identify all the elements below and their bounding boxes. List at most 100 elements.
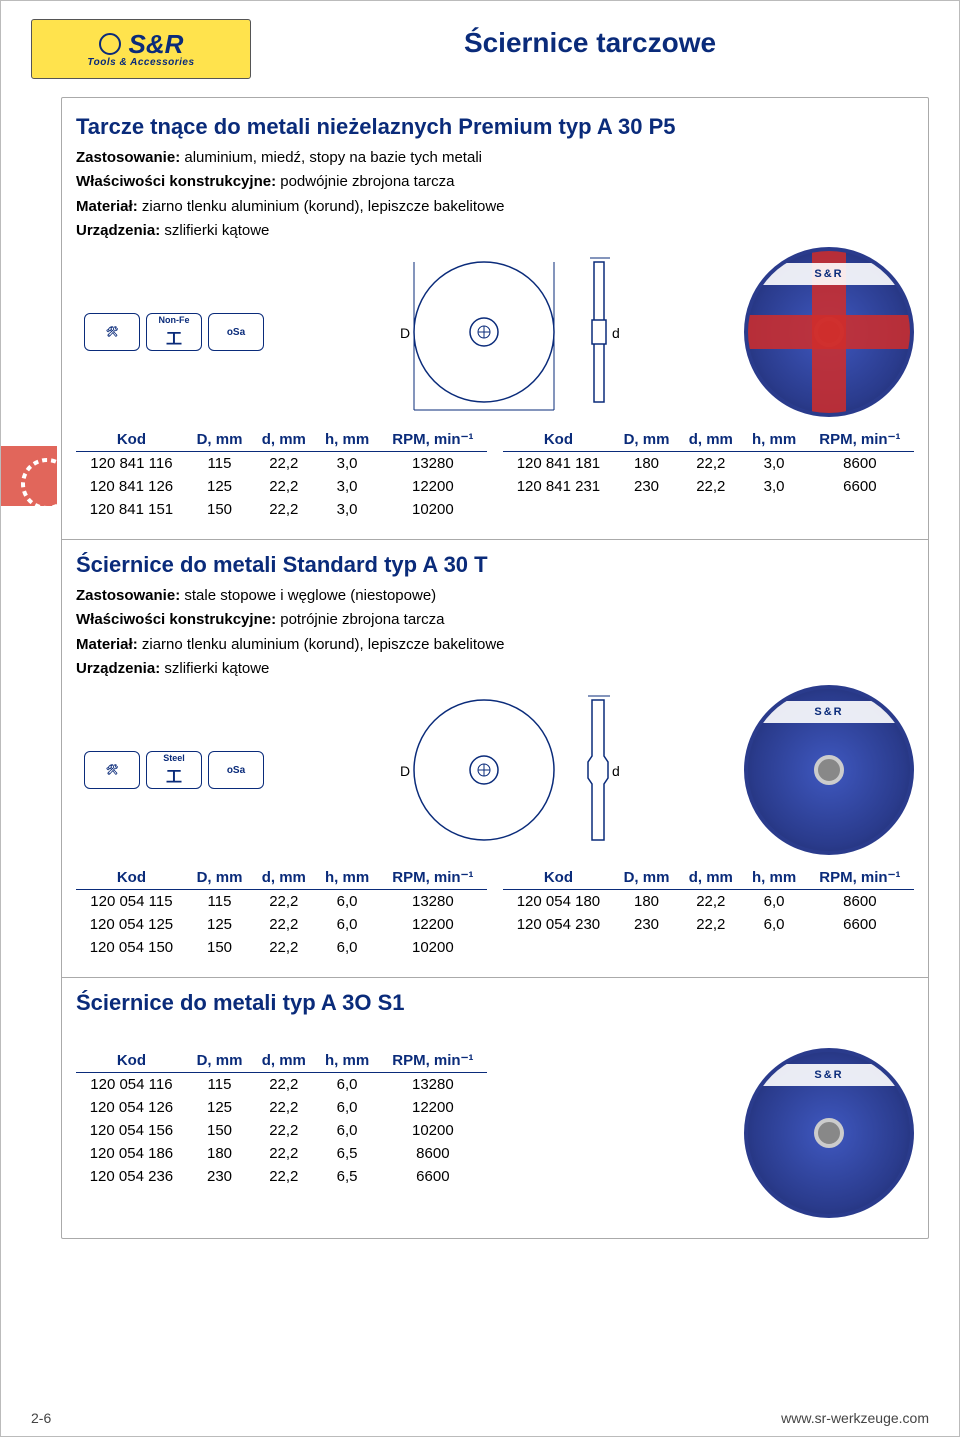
table-row: 120 054 18618022,26,58600 [76,1142,487,1165]
section1-title: Tarcze tnące do metali nieżelaznych Prem… [76,114,914,140]
table-cell: 120 054 156 [76,1119,187,1142]
osa-icon: oSa [208,751,264,789]
table-cell: 3,0 [742,452,805,476]
table-cell: 22,2 [679,452,742,476]
photo-brand-label: S&R [748,701,910,723]
table-cell: 3,0 [315,452,378,476]
disc-diagram-2: D d h [264,690,744,850]
table-row: 120 841 18118022,23,08600 [503,452,914,476]
section3-table-left: KodD, mm d, mmh, mm RPM, min⁻¹ 120 054 1… [76,1048,487,1188]
content-frame: Tarcze tnące do metali nieżelaznych Prem… [61,97,929,1239]
product-photo-1: S&R [744,247,914,417]
table-cell: 10200 [379,498,487,521]
table-cell: 22,2 [252,1142,315,1165]
svg-text:h: h [596,690,604,693]
side-tab [1,446,57,506]
icon-badges-2: 🛠 Steel 工 oSa [84,751,264,789]
table-cell: 120 054 180 [503,890,614,914]
table-row: 120 841 12612522,23,012200 [76,475,487,498]
table-cell: 120 054 126 [76,1096,187,1119]
section1-table-left: KodD, mm d, mmh, mm RPM, min⁻¹ 120 841 1… [76,427,487,521]
section2-tables: KodD, mm d, mmh, mm RPM, min⁻¹ 120 054 1… [76,865,914,959]
table-cell: 22,2 [252,1165,315,1188]
table-cell: 6,0 [315,936,378,959]
table-row: 120 054 11611522,26,013280 [76,1073,487,1097]
footer-url: www.sr-werkzeuge.com [781,1410,929,1426]
table-row: 120 054 23023022,26,06600 [503,913,914,936]
table-cell: 120 054 150 [76,936,187,959]
table-cell: 22,2 [252,1119,315,1142]
table-cell: 22,2 [252,498,315,521]
table-cell: 180 [187,1142,252,1165]
page-title: Ściernice tarczowe [251,19,929,59]
svg-text:h: h [598,252,606,255]
table-cell: 10200 [379,1119,487,1142]
steel-icon: Steel 工 [146,751,202,789]
table-cell: 6600 [806,913,914,936]
product-photo-2: S&R [744,685,914,855]
table-row: 120 054 18018022,26,08600 [503,890,914,914]
nonfe-icon: Non-Fe 工 [146,313,202,351]
table-cell: 12200 [379,475,487,498]
section1-table-right: KodD, mm d, mmh, mm RPM, min⁻¹ 120 841 1… [503,427,914,498]
table-cell: 12200 [379,913,487,936]
table-cell: 6600 [379,1165,487,1188]
table-row: 120 841 15115022,23,010200 [76,498,487,521]
table-cell: 22,2 [252,936,315,959]
table-row: 120 841 23123022,23,06600 [503,475,914,498]
grinder-icon: 🛠 [84,313,140,351]
table-cell: 150 [187,1119,252,1142]
table-cell: 6,5 [315,1142,378,1165]
section2-table-left: KodD, mm d, mmh, mm RPM, min⁻¹ 120 054 1… [76,865,487,959]
table-row: 120 054 15015022,26,010200 [76,936,487,959]
table-cell: 230 [187,1165,252,1188]
icon-badges-1: 🛠 Non-Fe 工 oSa [84,313,264,351]
table-cell: 22,2 [252,890,315,914]
table-cell: 22,2 [252,1073,315,1097]
table-cell: 120 841 231 [503,475,614,498]
table-cell: 10200 [379,936,487,959]
table-cell: 6600 [806,475,914,498]
table-row: 120 054 11511522,26,013280 [76,890,487,914]
svg-text:d: d [612,763,620,779]
table-cell: 230 [614,913,679,936]
table-cell: 115 [187,890,252,914]
table-cell: 8600 [806,452,914,476]
osa-icon: oSa [208,313,264,351]
table-cell: 120 054 125 [76,913,187,936]
table-cell: 3,0 [315,498,378,521]
table-cell: 120 841 116 [76,452,187,476]
section3-tables: KodD, mm d, mmh, mm RPM, min⁻¹ 120 054 1… [76,1048,914,1218]
table-row: 120 054 23623022,26,56600 [76,1165,487,1188]
table-cell: 125 [187,475,252,498]
table-cell: 13280 [379,890,487,914]
table-cell: 150 [187,498,252,521]
table-cell: 125 [187,1096,252,1119]
table-cell: 22,2 [252,1096,315,1119]
table-cell: 6,0 [315,1119,378,1142]
section2-table-right: KodD, mm d, mmh, mm RPM, min⁻¹ 120 054 1… [503,865,914,936]
product-photo-3: S&R [744,1048,914,1218]
table-cell: 120 841 151 [76,498,187,521]
table-cell: 6,0 [742,913,805,936]
table-cell: 22,2 [679,890,742,914]
table-cell: 180 [614,452,679,476]
section2-title: Ściernice do metali Standard typ A 30 T [76,552,914,578]
table-cell: 230 [614,475,679,498]
table-row: 120 054 12612522,26,012200 [76,1096,487,1119]
table-cell: 120 841 181 [503,452,614,476]
table-cell: 115 [187,1073,252,1097]
disc-diagram-1: D d h [264,252,744,412]
table-cell: 120 054 186 [76,1142,187,1165]
table-cell: 120 054 230 [503,913,614,936]
table-cell: 6,0 [315,1073,378,1097]
table-cell: 22,2 [252,452,315,476]
brand-logo: S&R Tools & Accessories [31,19,251,79]
table-cell: 6,0 [315,1096,378,1119]
table-cell: 150 [187,936,252,959]
table-cell: 6,0 [315,890,378,914]
section3-title: Ściernice do metali typ A 3O S1 [76,990,914,1016]
table-cell: 12200 [379,1096,487,1119]
table-row: 120 054 12512522,26,012200 [76,913,487,936]
photo-brand-label: S&R [748,1064,910,1086]
